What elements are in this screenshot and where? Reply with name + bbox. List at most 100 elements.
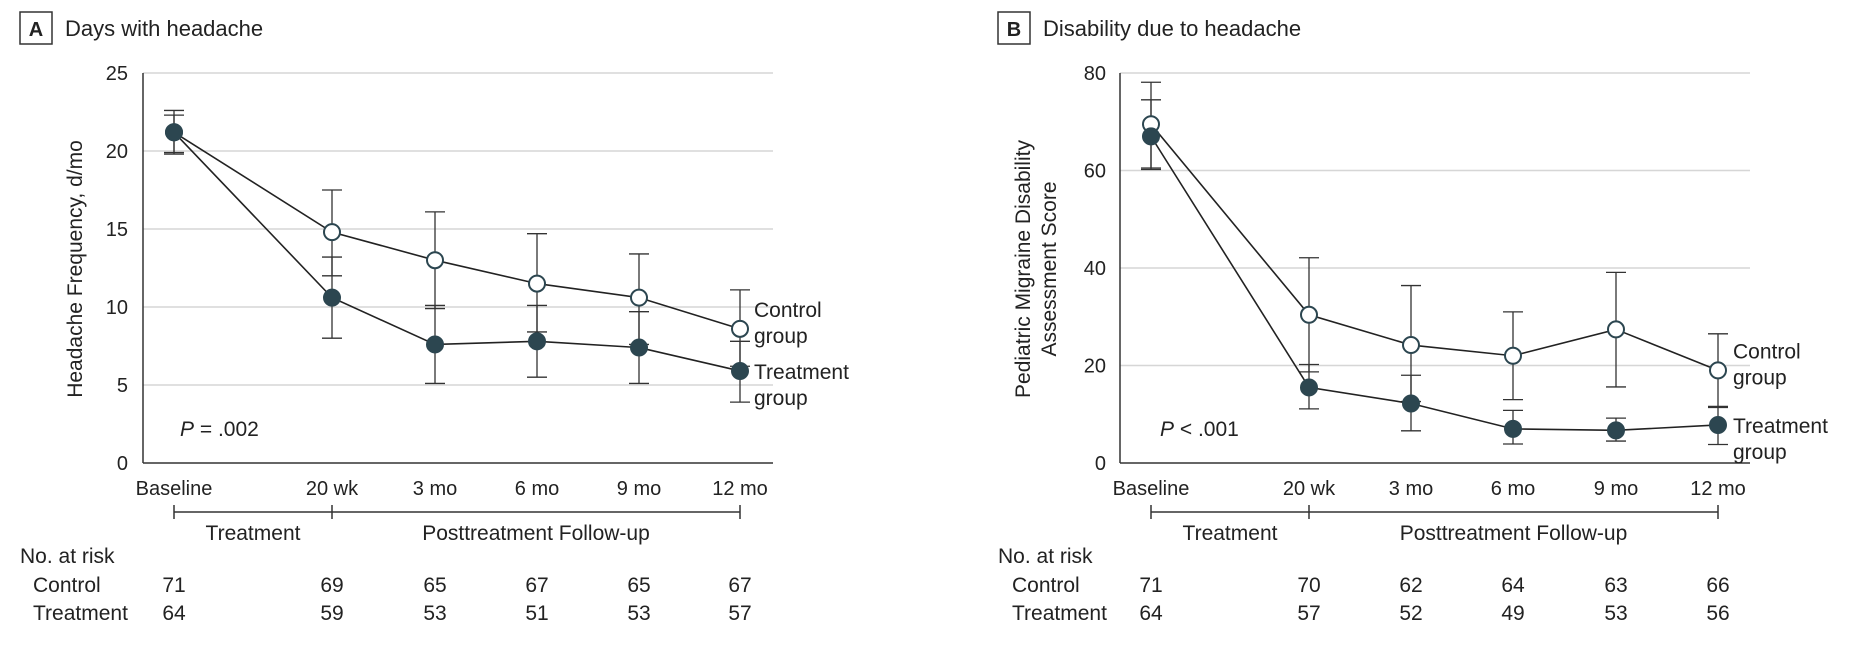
risk-count: 64 [1139, 602, 1163, 625]
data-point-control [323, 223, 341, 242]
series-label-control: group [754, 325, 808, 348]
series-label-control: group [1733, 366, 1787, 389]
data-point-treatment [1607, 421, 1625, 440]
p-value-text: = .002 [194, 418, 259, 441]
p-value-text: < .001 [1174, 418, 1239, 441]
risk-row-label: Treatment [1012, 602, 1107, 625]
risk-count: 67 [525, 574, 548, 597]
p-value: P < .001 [1160, 418, 1239, 441]
x-tick-label: Baseline [1113, 478, 1190, 500]
risk-count: 49 [1501, 602, 1524, 625]
x-tick-label: 9 mo [617, 478, 661, 500]
series-label-treatment: group [1733, 441, 1787, 464]
risk-count: 56 [1706, 602, 1729, 625]
data-point-treatment [426, 335, 444, 354]
data-point-control [1402, 336, 1420, 355]
risk-count: 59 [320, 602, 343, 625]
risk-row-label: Control [33, 574, 101, 597]
data-point-treatment [1402, 394, 1420, 413]
x-tick-label: 9 mo [1594, 478, 1638, 500]
series-line-treatment [173, 131, 741, 372]
data-point-control [731, 319, 749, 338]
panel-letter: B [1007, 19, 1021, 41]
data-point-treatment [1504, 419, 1522, 438]
x-tick-label: 3 mo [1389, 478, 1433, 500]
data-point-control [1709, 361, 1727, 380]
x-tick-label: 12 mo [712, 478, 768, 500]
y-tick-label: 0 [1095, 453, 1106, 475]
p-value-symbol: P [1160, 418, 1174, 441]
series-line-control [173, 131, 741, 330]
panel-label-box [19, 11, 53, 45]
phase-label: Posttreatment Follow-up [1400, 522, 1628, 545]
series-label-treatment: Treatment [1733, 415, 1828, 438]
y-tick-label: 40 [1084, 258, 1106, 280]
data-point-control [528, 274, 546, 293]
data-point-control [1300, 305, 1318, 324]
x-tick-label: 20 wk [306, 478, 359, 500]
series-label-treatment: group [754, 387, 808, 410]
panel-letter: A [29, 19, 43, 41]
data-point-control [1504, 346, 1522, 365]
y-axis-label: Assessment Score [1038, 181, 1061, 356]
y-tick-label: 0 [117, 453, 128, 475]
risk-count: 67 [728, 574, 751, 597]
risk-count: 71 [1139, 574, 1162, 597]
risk-count: 64 [1501, 574, 1525, 597]
phase-label: Treatment [1183, 522, 1278, 545]
chart-panel-a: A Days with headache 0 5 10 15 20 25 Headache Fr… [19, 11, 849, 625]
y-tick-label: 80 [1084, 63, 1106, 85]
risk-count: 53 [1604, 602, 1627, 625]
data-point-treatment [323, 288, 341, 307]
data-point-treatment [1142, 127, 1160, 146]
x-tick-label: 12 mo [1690, 478, 1746, 500]
risk-count: 71 [162, 574, 185, 597]
risk-count: 64 [162, 602, 186, 625]
chart-title: Disability due to headache [1043, 16, 1301, 41]
y-tick-label: 25 [106, 63, 128, 85]
risk-count: 63 [1604, 574, 1627, 597]
x-tick-label: 6 mo [515, 478, 559, 500]
p-value: P = .002 [180, 418, 259, 441]
data-point-treatment [1300, 378, 1318, 397]
chart-panel-b: B Disability due to headache 0 20 40 60 80 Pedi… [997, 11, 1828, 625]
risk-count: 53 [423, 602, 446, 625]
risk-count: 62 [1399, 574, 1422, 597]
risk-count: 57 [728, 602, 751, 625]
risk-count: 52 [1399, 602, 1422, 625]
x-tick-label: 3 mo [413, 478, 457, 500]
y-axis-label: Pediatric Migraine Disability [1012, 140, 1035, 398]
y-tick-label: 60 [1084, 161, 1106, 183]
risk-table-header: No. at risk [20, 545, 115, 568]
risk-count: 53 [627, 602, 650, 625]
risk-row-label: Control [1012, 574, 1080, 597]
x-tick-label: 20 wk [1283, 478, 1336, 500]
series-line-control [1150, 123, 1719, 372]
y-tick-label: 5 [117, 375, 128, 397]
x-tick-label: 6 mo [1491, 478, 1535, 500]
series-label-treatment: Treatment [754, 361, 849, 384]
phase-label: Treatment [206, 522, 301, 545]
risk-table-header: No. at risk [998, 545, 1093, 568]
data-point-treatment [630, 338, 648, 357]
data-point-treatment [165, 123, 183, 142]
phase-label: Posttreatment Follow-up [422, 522, 650, 545]
chart-title: Days with headache [65, 16, 263, 41]
y-tick-label: 15 [106, 219, 128, 241]
data-point-treatment [528, 332, 546, 351]
risk-count: 65 [423, 574, 446, 597]
series-line-treatment [1150, 135, 1719, 432]
risk-count: 65 [627, 574, 650, 597]
risk-count: 57 [1297, 602, 1320, 625]
data-point-treatment [731, 361, 749, 380]
risk-row-label: Treatment [33, 602, 128, 625]
data-point-treatment [1709, 415, 1727, 434]
risk-count: 69 [320, 574, 343, 597]
series-label-control: Control [1733, 340, 1801, 363]
p-value-symbol: P [180, 418, 194, 441]
risk-count: 70 [1297, 574, 1320, 597]
data-point-control [1607, 320, 1625, 339]
x-tick-label: Baseline [136, 478, 213, 500]
y-tick-label: 20 [1084, 356, 1106, 378]
